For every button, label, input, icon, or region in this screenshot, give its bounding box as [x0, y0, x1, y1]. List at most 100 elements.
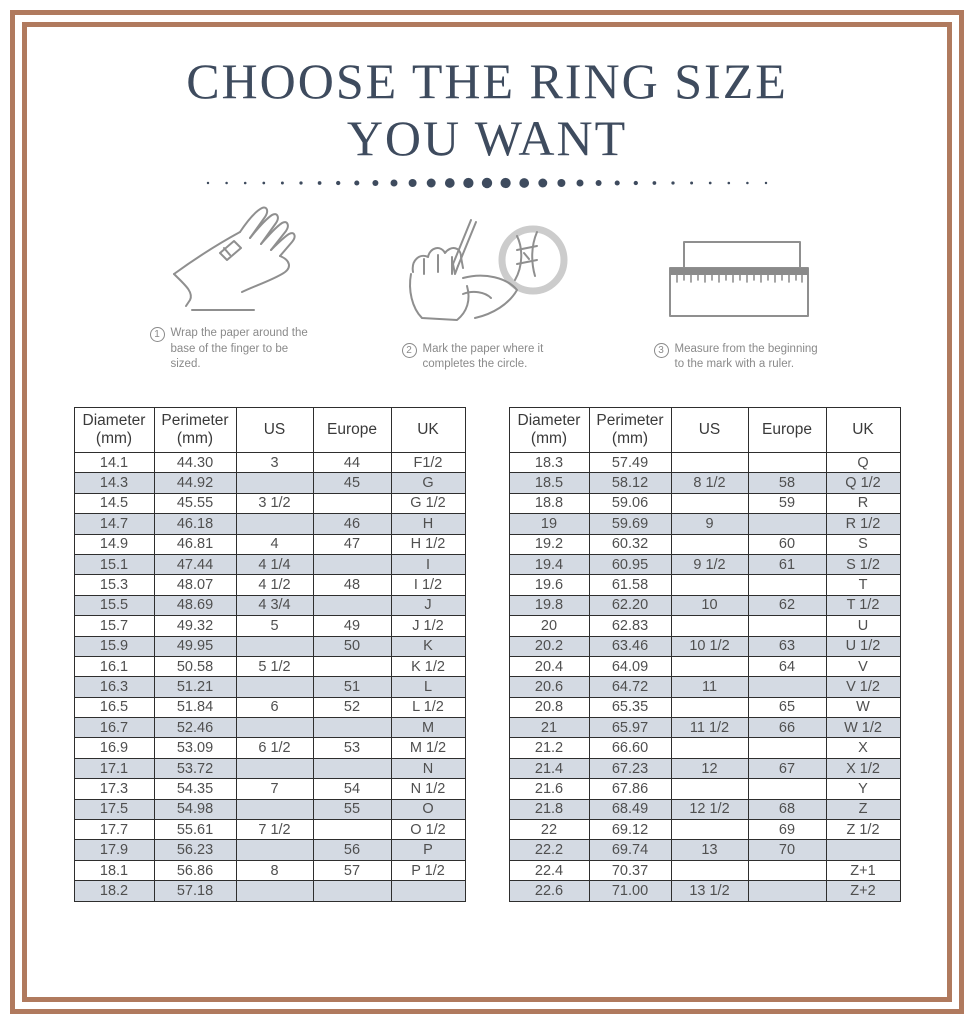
- table-cell: [235, 676, 314, 698]
- table-cell: H 1/2: [390, 533, 466, 555]
- table-cell: [670, 574, 749, 596]
- table-cell: 17.9: [73, 839, 155, 861]
- table-row: 17.5 54.98 55 O: [73, 798, 466, 821]
- table-row: 17.9 56.23 56 P: [73, 839, 466, 861]
- table-cell: 3: [235, 451, 314, 474]
- table-cell: 55: [312, 798, 392, 821]
- table-cell: 69: [747, 819, 827, 841]
- table-cell: 4 1/4: [235, 553, 314, 576]
- table-cell: 18.2: [73, 880, 155, 902]
- dotted-divider: [27, 175, 947, 191]
- table-row: 20.6 64.72 11 V 1/2: [508, 676, 901, 698]
- table-cell: 16.1: [73, 655, 155, 678]
- table-cell: 8: [235, 859, 314, 882]
- table-cell: [312, 757, 392, 780]
- table-cell: 15.3: [73, 574, 155, 596]
- table-cell: 22.2: [508, 839, 590, 861]
- table-cell: G: [390, 472, 466, 494]
- table-cell: [312, 655, 392, 678]
- table-cell: 16.5: [73, 696, 155, 719]
- table-row: 18.3 57.49 Q: [508, 451, 901, 474]
- table-cell: I 1/2: [390, 574, 466, 596]
- table-cell: 3 1/2: [235, 492, 314, 515]
- table-row: 15.5 48.69 4 3/4 J: [73, 594, 466, 617]
- table-row: 21.8 68.49 12 1/2 68 Z: [508, 798, 901, 821]
- table-row: 16.3 51.21 51 L: [73, 676, 466, 698]
- page-title-line1: CHOOSE THE RING SIZE: [186, 53, 788, 109]
- table-header-row: Diameter (mm) Perimeter (mm) US Europe UK: [508, 407, 901, 453]
- table-cell: 61.58: [588, 574, 672, 596]
- table-cell: [747, 778, 827, 800]
- table-row: 19.6 61.58 T: [508, 574, 901, 596]
- table-cell: R 1/2: [825, 513, 901, 535]
- table-cell: [747, 513, 827, 535]
- table-cell: 64: [747, 655, 827, 678]
- table-cell: 60.95: [588, 553, 672, 576]
- table-cell: 46.18: [153, 513, 237, 535]
- step-3-number-icon: 3: [653, 342, 669, 358]
- table-cell: [312, 492, 392, 515]
- table-cell: [235, 880, 314, 902]
- table-cell: P: [390, 839, 466, 861]
- table-cell: [235, 717, 314, 739]
- column-header: Diameter (mm): [73, 407, 155, 453]
- table-cell: 4: [235, 533, 314, 555]
- table-cell: 14.1: [73, 451, 155, 474]
- table-cell: 62.20: [588, 594, 672, 617]
- table-cell: 20.8: [508, 696, 590, 719]
- table-row: 20.2 63.46 10 1/2 63 U 1/2: [508, 635, 901, 657]
- column-header: Perimeter (mm): [588, 407, 672, 453]
- table-cell: 58: [747, 472, 827, 494]
- table-cell: H: [390, 513, 466, 535]
- table-cell: 5 1/2: [235, 655, 314, 678]
- table-cell: [312, 717, 392, 739]
- table-row: 14.1 44.30 3 44 F1/2: [73, 451, 466, 474]
- table-row: 22.2 69.74 13 70: [508, 839, 901, 861]
- table-cell: 70.37: [588, 859, 672, 882]
- table-cell: 18.3: [508, 451, 590, 474]
- table-cell: 19.6: [508, 574, 590, 596]
- table-cell: 17.1: [73, 757, 155, 780]
- table-cell: 56.23: [153, 839, 237, 861]
- column-header: UK: [390, 407, 466, 453]
- page-title-line2: YOU WANT: [346, 110, 628, 166]
- ruler-icon: [660, 216, 818, 334]
- table-cell: 18.1: [73, 859, 155, 882]
- table-cell: 57: [312, 859, 392, 882]
- step-wrap-paper: 1 Wrap the paper around the base of the …: [131, 200, 339, 373]
- table-cell: 4 1/2: [235, 574, 314, 596]
- table-cell: 7 1/2: [235, 819, 314, 841]
- column-header: US: [235, 407, 314, 453]
- ring-size-tables: Diameter (mm) Perimeter (mm) US Europe UK 14.1 4…: [27, 407, 947, 902]
- table-cell: 58.12: [588, 472, 672, 494]
- mark-paper-icon: [401, 216, 573, 334]
- table-cell: 62.83: [588, 615, 672, 637]
- table-cell: [747, 737, 827, 759]
- table-cell: 20: [508, 615, 590, 637]
- table-cell: 55.61: [153, 819, 237, 841]
- table-cell: 69.74: [588, 839, 672, 861]
- table-cell: 64.09: [588, 655, 672, 678]
- table-cell: 63: [747, 635, 827, 657]
- table-cell: U 1/2: [825, 635, 901, 657]
- table-cell: [312, 819, 392, 841]
- table-cell: [390, 880, 466, 902]
- table-cell: 11 1/2: [670, 717, 749, 739]
- table-row: 20 62.83 U: [508, 615, 901, 637]
- step-1-text: Wrap the paper around the base of the fi…: [170, 327, 308, 371]
- table-cell: [747, 451, 827, 474]
- table-row: 14.3 44.92 45 G: [73, 472, 466, 494]
- table-row: 20.4 64.09 64 V: [508, 655, 901, 678]
- table-cell: 49.32: [153, 615, 237, 637]
- table-cell: 12: [670, 757, 749, 780]
- column-header: Diameter (mm): [508, 407, 590, 453]
- table-row: 19 59.69 9 R 1/2: [508, 513, 901, 535]
- table-cell: 71.00: [588, 880, 672, 902]
- table-cell: 22: [508, 819, 590, 841]
- table-cell: [747, 676, 827, 698]
- table-cell: 44.92: [153, 472, 237, 494]
- table-cell: N 1/2: [390, 778, 466, 800]
- table-cell: [670, 778, 749, 800]
- step-2-text: Mark the paper where it completes the ci…: [422, 342, 544, 371]
